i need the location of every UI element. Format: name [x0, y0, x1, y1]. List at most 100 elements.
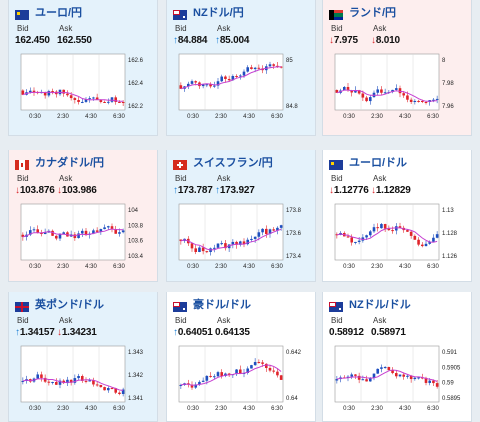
y-tick-label: 103.6 — [128, 239, 144, 245]
candle — [95, 384, 99, 386]
rate-card-nzd-usd[interactable]: NZドル/ドル Bid Ask 0.58912 0.58971 0.591 0.5905 0.… — [322, 292, 472, 422]
candle — [28, 230, 32, 235]
card-header[interactable]: ユーロ/円 — [15, 5, 83, 20]
rate-card-eur-jpy[interactable]: ユーロ/円 Bid Ask 162.450 162.550 162.6 162.4 162.2… — [8, 0, 158, 136]
candle — [212, 247, 216, 249]
rate-card-nzd-jpy[interactable]: NZドル/円 Bid Ask ↑84.884 ↑85.004 85 84.8 0:30 2:30… — [166, 0, 316, 136]
candle — [368, 377, 372, 382]
y-tick-label: 0.642 — [286, 350, 302, 356]
candle — [428, 241, 432, 244]
pair-title[interactable]: 英ポンド/ドル — [35, 299, 105, 311]
x-tick-label: 4:30 — [85, 114, 97, 120]
candle — [69, 379, 73, 383]
candle — [365, 235, 368, 238]
y-tick-label: 1.341 — [128, 396, 144, 402]
candle — [66, 379, 69, 384]
down-arrow-icon: ↓ — [15, 185, 20, 196]
rate-card-gbp-usd[interactable]: 英ポンド/ドル Bid Ask ↑1.34157 ↓1.34231 1.343 1.342 1… — [8, 292, 158, 422]
pair-title[interactable]: 豪ドル/ドル — [193, 299, 252, 311]
pair-title[interactable]: ユーロ/ドル — [349, 157, 408, 169]
candle — [95, 97, 99, 100]
ask-label: Ask — [59, 24, 73, 33]
candle — [220, 243, 224, 245]
x-tick-label: 6:30 — [271, 264, 283, 270]
card-header[interactable]: カナダドル/円 — [15, 155, 105, 170]
candle — [114, 97, 118, 102]
candle — [242, 241, 246, 245]
x-tick-label: 4:30 — [243, 114, 255, 120]
card-header[interactable]: ユーロ/ドル — [329, 155, 408, 170]
candle — [420, 377, 424, 379]
y-tick-label: 1.343 — [128, 350, 144, 356]
card-header[interactable]: NZドル/円 — [173, 5, 244, 20]
bid-label: Bid — [17, 174, 29, 183]
pair-title[interactable]: NZドル/円 — [193, 7, 244, 19]
x-tick-label: 2:30 — [215, 406, 227, 412]
ask-value: ↓1.34231 — [57, 327, 97, 338]
candle — [376, 89, 380, 93]
y-tick-label: 103.4 — [128, 254, 144, 260]
rate-card-eur-usd[interactable]: ユーロ/ドル Bid Ask ↓1.12776 ↓1.12829 1.13 1.128 1.1… — [322, 150, 472, 282]
candle — [372, 227, 376, 232]
rate-card-zar-jpy[interactable]: ランド/円 Bid Ask ↓7.975 ↓8.010 8 7.98 7.96 0:30 2:30… — [322, 0, 472, 136]
candle — [432, 99, 435, 101]
x-tick-label: 4:30 — [399, 114, 411, 120]
candle — [77, 233, 80, 239]
candle — [179, 385, 183, 387]
rate-card-cad-jpy[interactable]: カナダドル/円 Bid Ask ↓103.876 ↓103.986 104 103.8 103… — [8, 150, 158, 282]
candle — [118, 102, 121, 103]
x-tick-label: 6:30 — [427, 406, 439, 412]
candle — [21, 380, 25, 382]
ask-value: ↓8.010 — [371, 35, 400, 46]
candle — [346, 86, 350, 91]
candle — [365, 97, 368, 102]
y-tick-label: 84.8 — [286, 104, 298, 110]
candle — [235, 241, 238, 245]
candle — [272, 370, 276, 372]
card-header[interactable]: 英ポンド/ドル — [15, 297, 105, 312]
candle — [118, 232, 121, 234]
candle — [121, 389, 125, 394]
candle — [250, 67, 253, 70]
candle — [43, 377, 47, 382]
down-arrow-icon: ↓ — [57, 327, 62, 338]
up-arrow-icon: ↑ — [173, 35, 178, 46]
card-header[interactable]: 豪ドル/ドル — [173, 297, 252, 312]
candle — [417, 377, 420, 379]
ask-label: Ask — [373, 24, 387, 33]
rate-card-aud-usd[interactable]: 豪ドル/ドル Bid Ask ↑0.64051 0.64135 0.642 0.64 0:30… — [166, 292, 316, 422]
bid-label: Bid — [331, 24, 343, 33]
candle — [354, 90, 357, 93]
card-header[interactable]: ランド/円 — [329, 5, 397, 20]
candle — [272, 229, 276, 231]
x-tick-label: 0:30 — [29, 264, 41, 270]
bid-value: 162.450 — [15, 35, 50, 46]
pair-title[interactable]: NZドル/ドル — [349, 299, 411, 311]
candle — [179, 239, 183, 241]
pair-title[interactable]: スイスフラン/円 — [193, 157, 273, 169]
candle — [21, 234, 25, 237]
y-tick-label: 173.6 — [286, 231, 302, 237]
candle — [372, 373, 376, 378]
y-tick-label: 7.98 — [442, 81, 454, 87]
candle — [406, 230, 409, 232]
rate-card-chf-jpy[interactable]: スイスフラン/円 Bid Ask ↑173.787 ↑173.927 173.8 173.6… — [166, 150, 316, 282]
x-tick-label: 6:30 — [427, 264, 439, 270]
bid-value: ↑84.884 — [173, 35, 208, 46]
candle — [383, 92, 387, 94]
candle — [73, 98, 77, 100]
nz-flag-icon — [329, 299, 343, 312]
bid-label: Bid — [17, 24, 29, 33]
card-header[interactable]: スイスフラン/円 — [173, 155, 273, 170]
candle — [212, 376, 216, 378]
pair-title[interactable]: カナダドル/円 — [35, 157, 105, 169]
card-header[interactable]: NZドル/ドル — [329, 297, 411, 312]
candle — [110, 388, 114, 390]
candle — [77, 99, 80, 102]
pair-title[interactable]: ユーロ/円 — [35, 7, 83, 19]
y-tick-label: 173.4 — [286, 254, 302, 260]
pair-title[interactable]: ランド/円 — [349, 7, 397, 19]
candle — [106, 226, 110, 228]
candle — [250, 238, 253, 240]
eu-flag-icon — [15, 7, 29, 20]
